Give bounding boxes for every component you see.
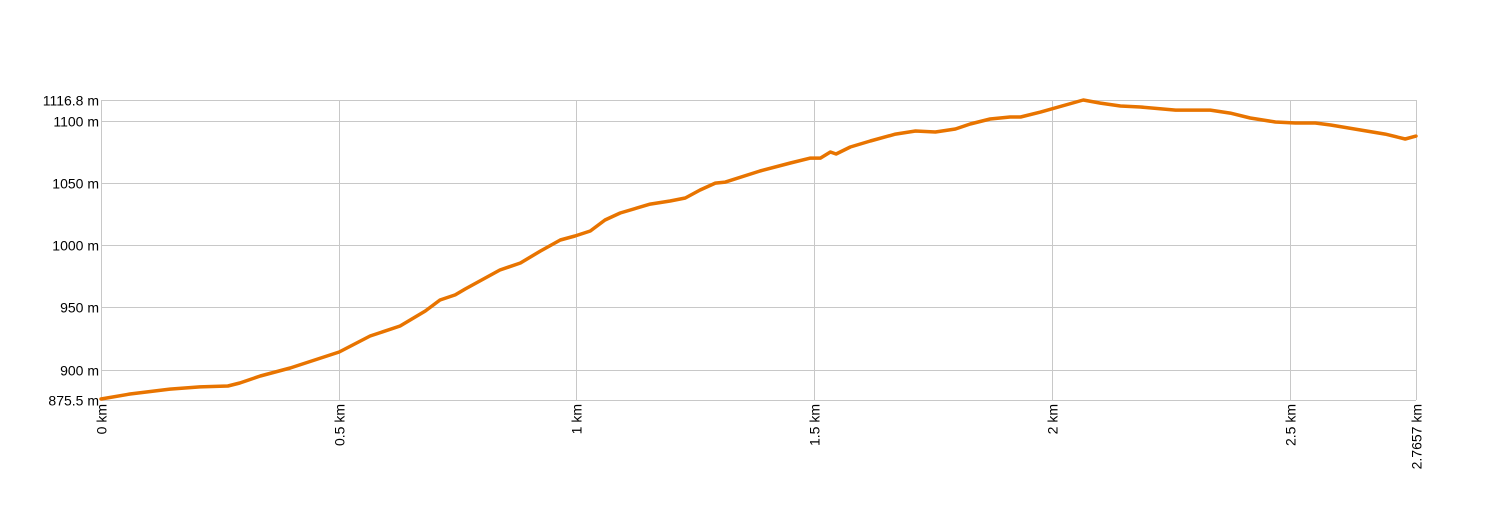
y-tick-label: 900 m <box>60 363 99 379</box>
series <box>101 100 1416 399</box>
elevation-line <box>101 100 1416 399</box>
x-axis-labels: 0 km 0.5 km 1 km 1.5 km 2 km 2.5 km 2.7657 km <box>94 404 1425 469</box>
y-tick-label: 950 m <box>60 300 99 316</box>
y-tick-label: 875.5 m <box>48 393 99 409</box>
y-tick-label: 1050 m <box>52 176 99 192</box>
x-tick-label: 0 km <box>94 404 110 434</box>
x-tick-label: 2.5 km <box>1283 404 1299 446</box>
x-tick-label: 1 km <box>569 404 585 434</box>
x-tick-label: 2.7657 km <box>1409 404 1425 469</box>
y-tick-label: 1000 m <box>52 238 99 254</box>
y-tick-label: 1116.8 m <box>43 93 99 109</box>
y-tick-label: 1100 m <box>53 114 99 130</box>
x-tick-label: 1.5 km <box>807 404 823 446</box>
grid <box>101 100 1417 401</box>
y-axis-labels: 875.5 m 900 m 950 m 1000 m 1050 m 1100 m 1116.… <box>43 93 99 409</box>
x-tick-label: 0.5 km <box>332 404 348 446</box>
data-points <box>101 100 1416 399</box>
x-tick-label: 2 km <box>1045 404 1061 434</box>
